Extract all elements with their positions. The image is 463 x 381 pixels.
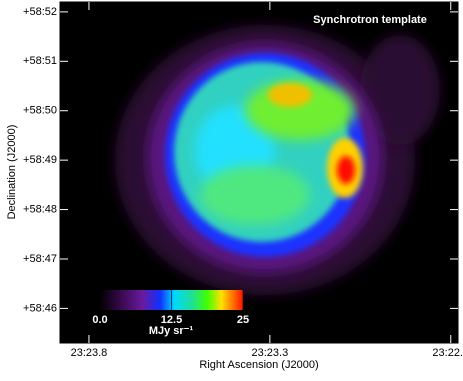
colorbar-label: MJy sr⁻¹ [149, 325, 194, 337]
y-tick-label: +58:52 [23, 6, 57, 18]
x-tick-label: 23:23.8 [71, 347, 108, 359]
y-tick-label: +58:48 [23, 203, 57, 215]
y-tick-label: +58:47 [23, 253, 57, 265]
x-axis-label: Right Ascension (J2000) [199, 359, 318, 371]
sky-image [60, 2, 458, 343]
colorbar-tick-label: 25 [237, 314, 249, 326]
y-tick-label: +58:51 [23, 55, 57, 67]
plot-frame [59, 1, 459, 344]
x-tick-label: 23:23.3 [252, 347, 289, 359]
chart-title: Synchrotron template [313, 14, 427, 26]
colorbar-tick-label: 0.0 [92, 314, 107, 326]
y-tick-label: +58:46 [23, 302, 57, 314]
colorbar-tick-label: 12.5 [161, 314, 182, 326]
y-tick-label: +58:50 [23, 105, 57, 117]
x-tick-label: 23:22.8 [432, 347, 463, 359]
y-axis-label: Declination (J2000) [6, 125, 18, 220]
y-tick-label: +58:49 [23, 154, 57, 166]
